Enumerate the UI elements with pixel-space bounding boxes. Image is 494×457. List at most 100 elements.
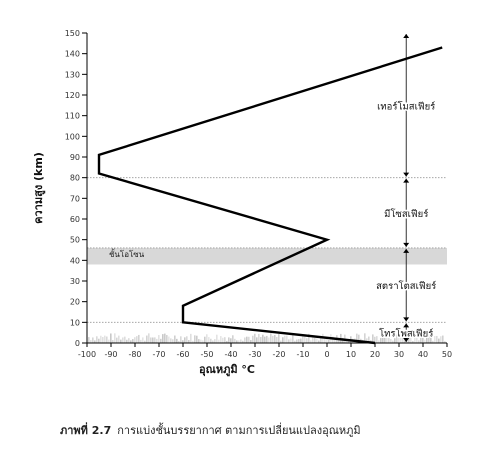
ground-speck [390,339,392,343]
ground-speck [386,337,388,343]
ground-speck [182,340,184,343]
ground-speck [242,340,244,343]
ground-speck [280,340,282,343]
ground-speck [394,338,396,343]
ground-speck [132,339,134,343]
ground-speck [146,335,148,343]
ground-speck [278,333,280,343]
ground-speck [184,337,186,343]
boundary-guides [87,177,447,323]
ground-speck [252,335,254,343]
ground-speck [292,333,294,343]
y-tick-label: 0 [75,339,80,348]
arrow-head [403,178,410,183]
layer-name: สตราโตสเฟียร์ [376,280,436,292]
ground-speck [308,333,310,343]
ground-speck [198,339,200,343]
arrow-head [403,323,410,328]
ground-speck [192,340,194,343]
ground-speck [282,337,284,343]
ground-speck [92,337,94,343]
y-tick-label: 80 [70,174,80,183]
ground-speck [438,338,440,343]
ground-speck [164,333,166,343]
x-tick-label: -50 [200,350,213,359]
arrow-head [403,34,410,38]
ground-speck [284,335,286,343]
ground-speck [294,340,296,343]
ground-speck [222,337,224,343]
ground-speck [312,337,314,343]
ground-speck [436,335,438,343]
ground-speck [112,340,114,343]
y-tick-label: 140 [65,50,80,59]
ground-speck [358,334,360,343]
ground-speck [204,336,206,343]
ground-speck [262,334,264,343]
x-axis: -100 -90 -80 -70 -60 -50 -40 -30 -20 -10 0 10 20 30 40… [78,342,452,359]
ground-speck [400,337,402,343]
ground-speck [398,336,400,343]
ground-speck [234,338,236,343]
ground-speck [100,335,102,343]
ground-speck [382,334,384,343]
ground-speck [176,338,178,343]
ground-speck [422,333,424,343]
ground-speck [410,337,412,343]
layer-brackets: โทรโพสเฟียร์ สตราโตสเฟียร์ มีโซสเฟียร์ เทอร… [375,34,438,342]
ground-speck [310,340,312,343]
ground-speck [296,339,298,343]
y-tick-label: 20 [70,298,80,307]
ground-speck [402,337,404,343]
y-tick-label: 30 [70,277,80,286]
ground-speck [124,336,126,343]
ground-speck [434,336,436,343]
ground-speck [256,337,258,343]
ground-speck [432,340,434,343]
ground-speck [160,338,162,343]
ground-speck [260,337,262,343]
profile-points [98,47,443,344]
x-tick-label: 10 [346,350,356,359]
x-tick-label: -90 [104,350,117,359]
ground-speck [244,337,246,343]
ground-speck [140,339,142,343]
ground-speck [300,338,302,343]
ground-speck [418,340,420,343]
ground-speck [174,335,176,343]
ground-speck [188,339,190,343]
ground-speck [196,335,198,343]
ground-speck [136,336,138,343]
ground-speck [328,339,330,343]
y-tick-label: 10 [70,318,80,327]
ground-speck [440,336,442,343]
ozone-layer-label: ชั้นโอโซน [109,248,145,259]
ground-speck [266,335,268,343]
arrow-head [403,172,410,177]
ground-speck [442,335,444,343]
ground-speck [388,333,390,343]
ground-speck [148,333,150,343]
ground-speck [368,336,370,343]
x-tick-label: -70 [152,350,165,359]
ground-speck [178,340,180,343]
ground-speck [218,339,220,343]
y-tick-label: 100 [65,132,80,141]
ground-speck [142,337,144,343]
x-tick-label: 30 [394,350,404,359]
ground-speck [104,335,106,343]
ground-speck [320,337,322,343]
x-tick-label: -60 [176,350,189,359]
ground-speck [314,337,316,343]
ground-speck [304,334,306,343]
y-tick-label: 110 [65,112,80,121]
ground-speck [200,339,202,343]
ground-speck [110,333,112,343]
x-tick-label: -20 [272,350,285,359]
ground-speck [346,340,348,343]
ground-speck [194,335,196,343]
ground-speck [240,339,242,343]
ground-speck [428,334,430,343]
ground-speck [122,337,124,343]
ground-speck [306,338,308,343]
